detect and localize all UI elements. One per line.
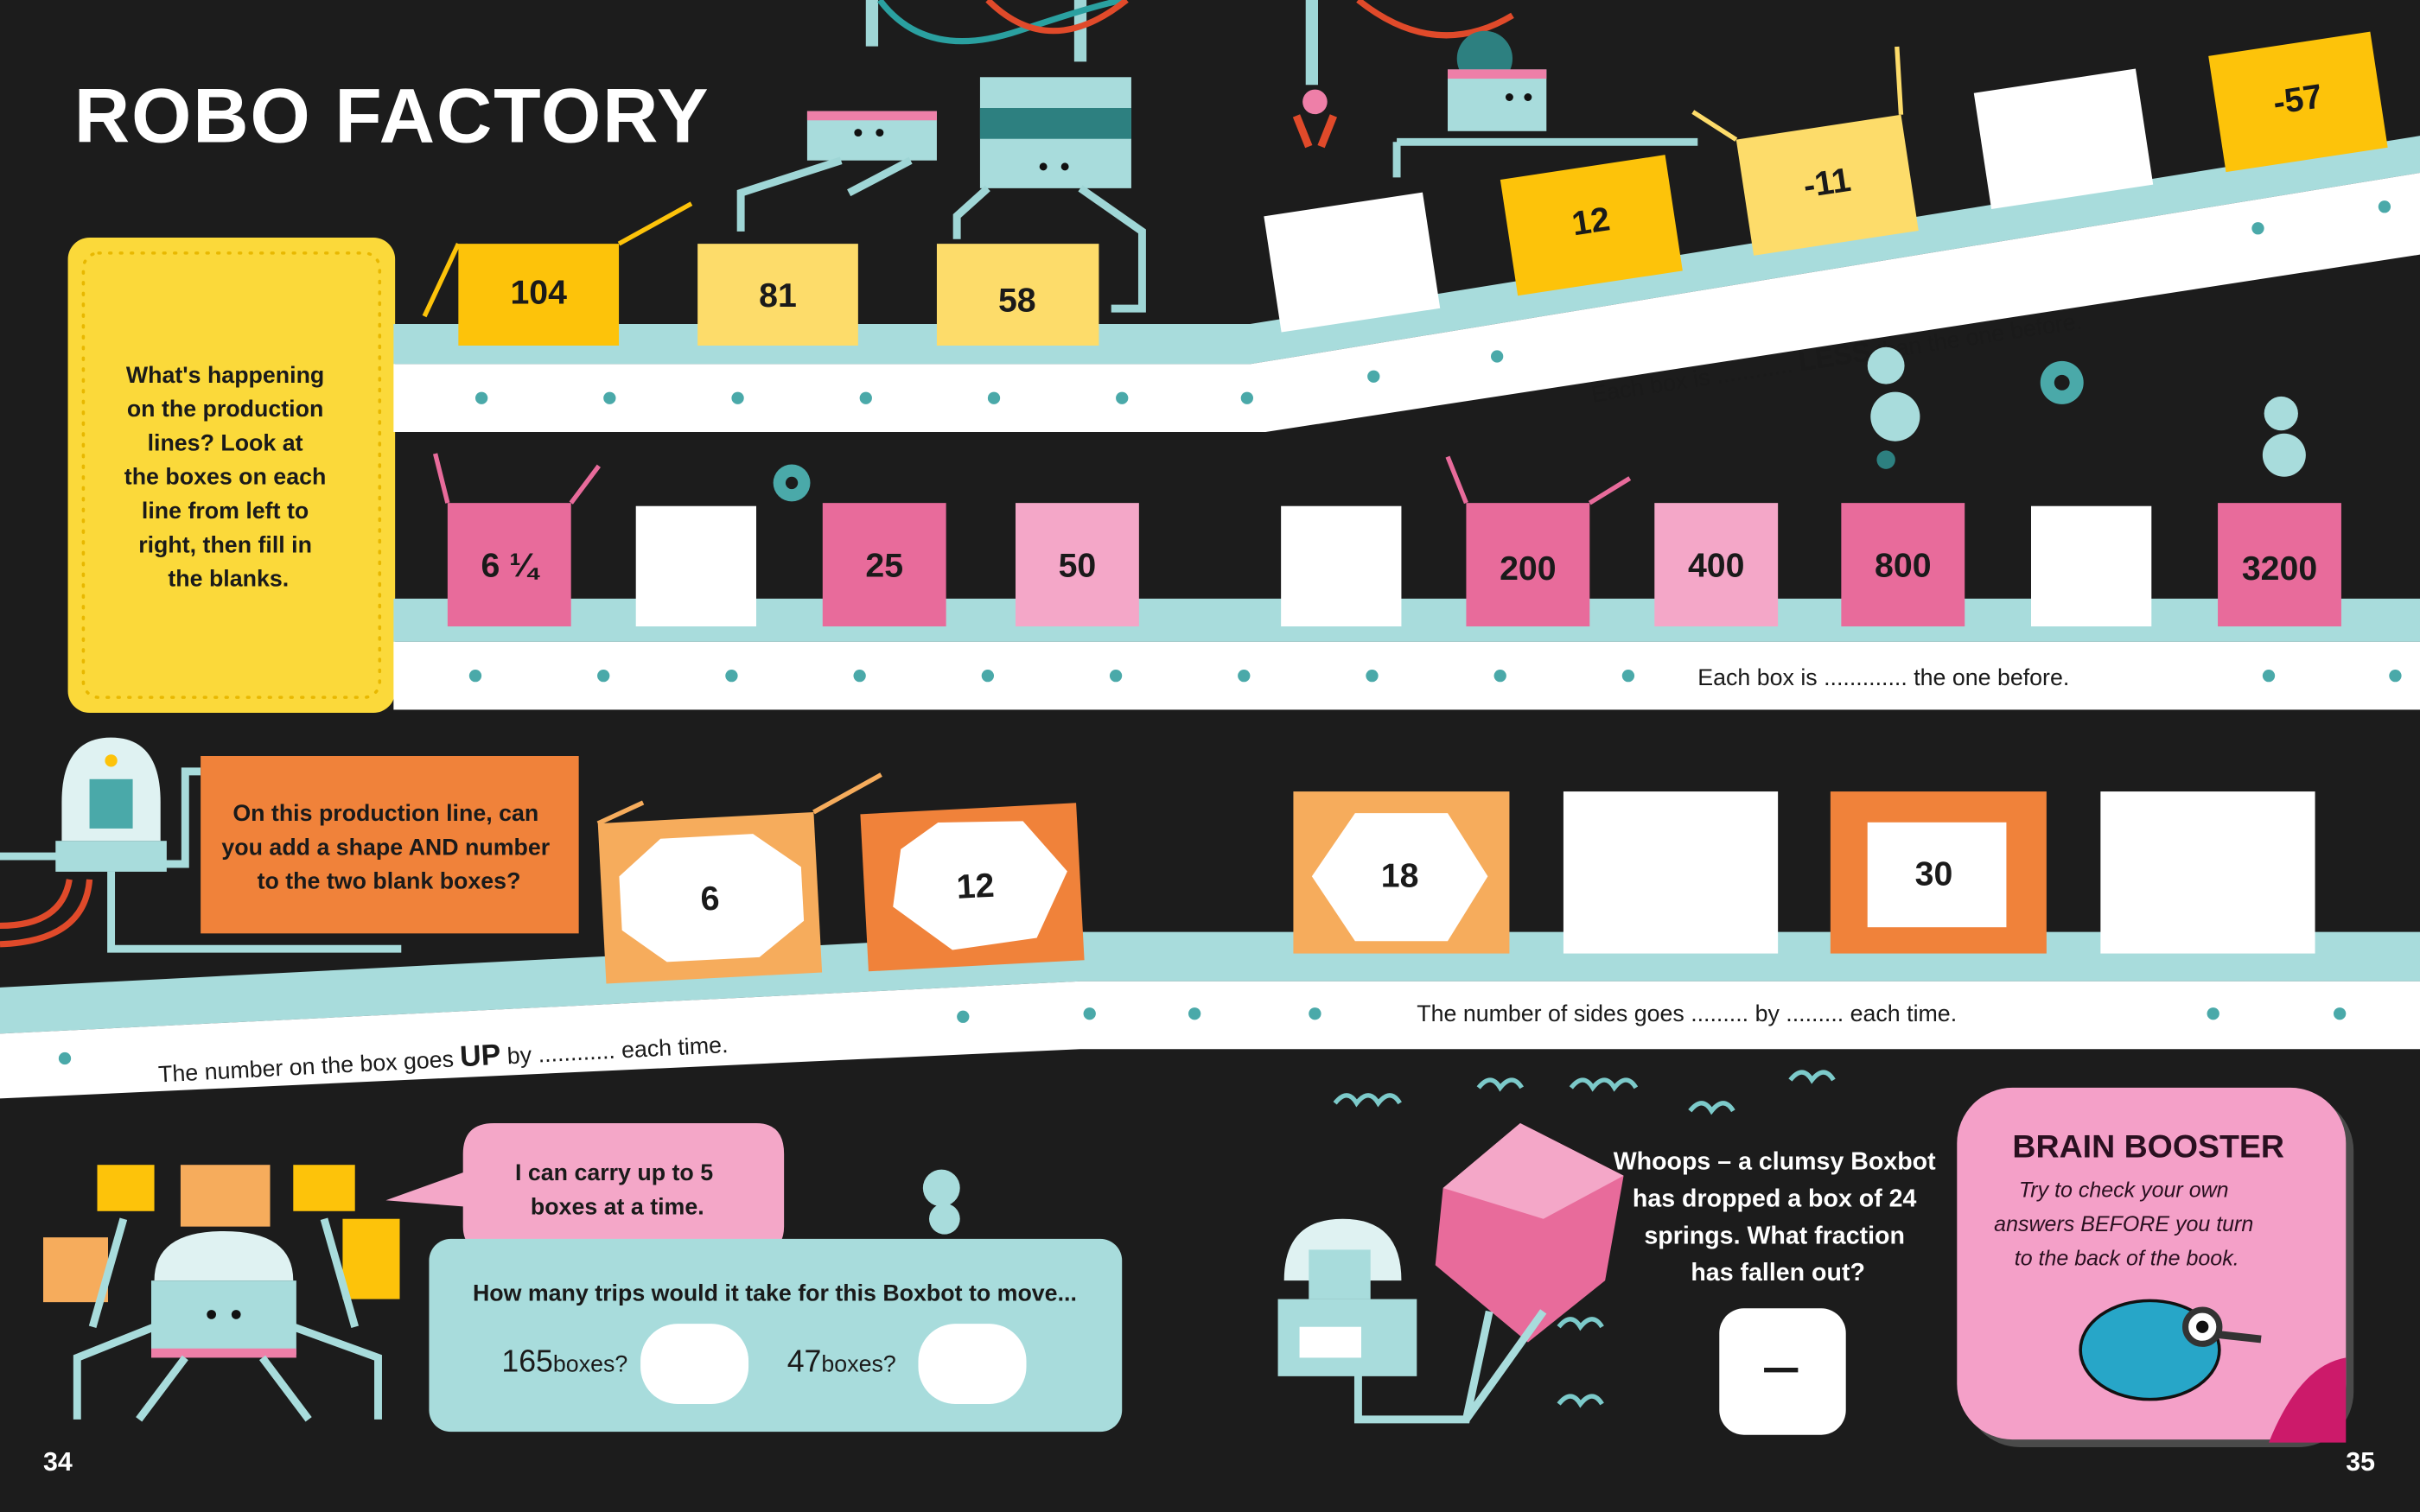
svg-text:30: 30 [1915,855,1953,893]
line2-sentence: Each box is ............. the one before… [1697,664,2069,690]
svg-text:I can carry up to 5 boxe: I can carry up to 5 boxes at a time. [515,1159,720,1219]
answer-box-blank[interactable] [1281,505,1402,626]
answer-blank: ......... [1691,1001,1748,1026]
box-58: 58 [936,244,1099,346]
answer-blank: ............ [538,1038,616,1068]
whoops-question: Whoops – a clumsy Boxbot has dropped a b… [1614,1148,1943,1287]
answer-box-blank[interactable] [1563,791,1779,954]
svg-text:On this production line, can: On this production line, can you add a s… [221,800,556,894]
svg-text:12: 12 [956,867,996,906]
svg-text:104: 104 [510,273,567,311]
svg-text:How many trips would it take f: How many trips would it take for this Bo… [473,1280,1077,1306]
brain-mascot-icon [2079,1299,2262,1401]
box-hexagon-18: 18 [1293,791,1510,954]
answer-box-blank[interactable] [1264,192,1441,333]
svg-text:-11: -11 [1801,161,1854,206]
robot-arm-top-left [736,0,1146,313]
svg-text:18: 18 [1381,856,1419,894]
box-81: 81 [697,244,858,346]
svg-text:25: 25 [865,547,903,585]
line2-boxes: 6 ¼ 25 50 200 400 800 3200 [432,453,2341,626]
svg-text:-57: -57 [2270,77,2325,122]
svg-text:12: 12 [1570,200,1613,243]
instructions-text: What's happening on the production lines… [124,362,333,592]
box-12: 12 [1500,155,1683,296]
box-minus-57: -57 [2208,31,2388,173]
box-25: 25 [822,503,946,626]
line1-boxes: 104 81 58 12 -11 -57 [422,31,2388,346]
line3-note: On this production line, can you add a s… [201,756,579,934]
answer-box-blank[interactable] [635,505,756,626]
svg-text:200: 200 [1500,550,1557,588]
fraction-answer-box[interactable] [1719,1308,1846,1435]
box-6-quarter: 6 ¼ [432,453,601,626]
box-square-30: 30 [1830,791,2047,954]
box-heptagon-12: 12 [860,803,1085,972]
answer-box-blank[interactable] [1973,68,2154,209]
svg-text:400: 400 [1688,547,1745,585]
q1-label: 165boxes? [501,1344,627,1379]
trips-question-panel: How many trips would it take for this Bo… [429,1238,1123,1433]
box-800: 800 [1841,503,1965,626]
box-104: 104 [422,201,693,346]
answer-field-165[interactable] [640,1324,749,1404]
robot-arm-top-right [1292,0,1698,178]
page-title: ROBO FACTORY [74,72,710,158]
q2-label: 47boxes? [787,1344,896,1379]
instructions-panel: What's happening on the production lines… [67,238,396,713]
answer-blank: ............. [1824,664,1907,690]
answer-box-blank[interactable] [2100,791,2315,954]
box-50: 50 [1016,503,1139,626]
robot-dome-left [0,737,402,953]
svg-text:6 ¼: 6 ¼ [481,547,541,585]
svg-text:800: 800 [1875,547,1932,585]
speech-bubble: I can carry up to 5 boxes at a time. [385,1123,785,1253]
svg-text:58: 58 [998,281,1036,319]
clumsy-boxbot-illustration [1277,1070,1836,1424]
svg-text:6: 6 [699,880,720,918]
line3-boxes: 6 12 18 30 [596,772,2315,984]
svg-text:3200: 3200 [2242,550,2317,588]
box-3200: 3200 [2218,503,2341,626]
answer-field-47[interactable] [918,1324,1027,1404]
box-minus-11: -11 [1691,46,1919,256]
mouse-robot-small-icon [922,1169,960,1235]
brain-booster-text: Try to check your own answers BEFORE you… [1994,1178,2259,1271]
line3-sentence-right: The number of sides goes ......... by ..… [1417,1001,1957,1026]
brain-booster-title: BRAIN BOOSTER [2012,1128,2284,1164]
answer-blank: ......... [1786,1001,1844,1026]
page-number-right: 35 [2346,1448,2375,1477]
box-octagon-6: 6 [596,772,882,984]
mouse-robot-icon [773,346,2306,502]
answer-box-blank[interactable] [2031,505,2152,626]
box-200: 200 [1445,455,1632,626]
brain-booster-panel: BRAIN BOOSTER Try to check your own answ… [1957,1087,2354,1447]
svg-text:50: 50 [1059,547,1097,585]
svg-text:81: 81 [759,276,797,314]
boxbot-illustration [43,1165,400,1422]
svg-text:Whoops – a clumsy Boxbot: Whoops – a clumsy Boxbot has dropped a b… [1614,1148,1943,1287]
page-number-left: 34 [43,1448,73,1477]
box-400: 400 [1654,503,1779,626]
